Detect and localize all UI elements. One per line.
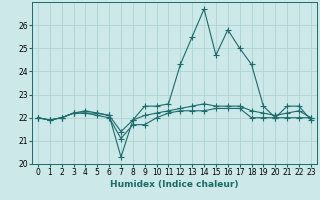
X-axis label: Humidex (Indice chaleur): Humidex (Indice chaleur) bbox=[110, 180, 239, 189]
